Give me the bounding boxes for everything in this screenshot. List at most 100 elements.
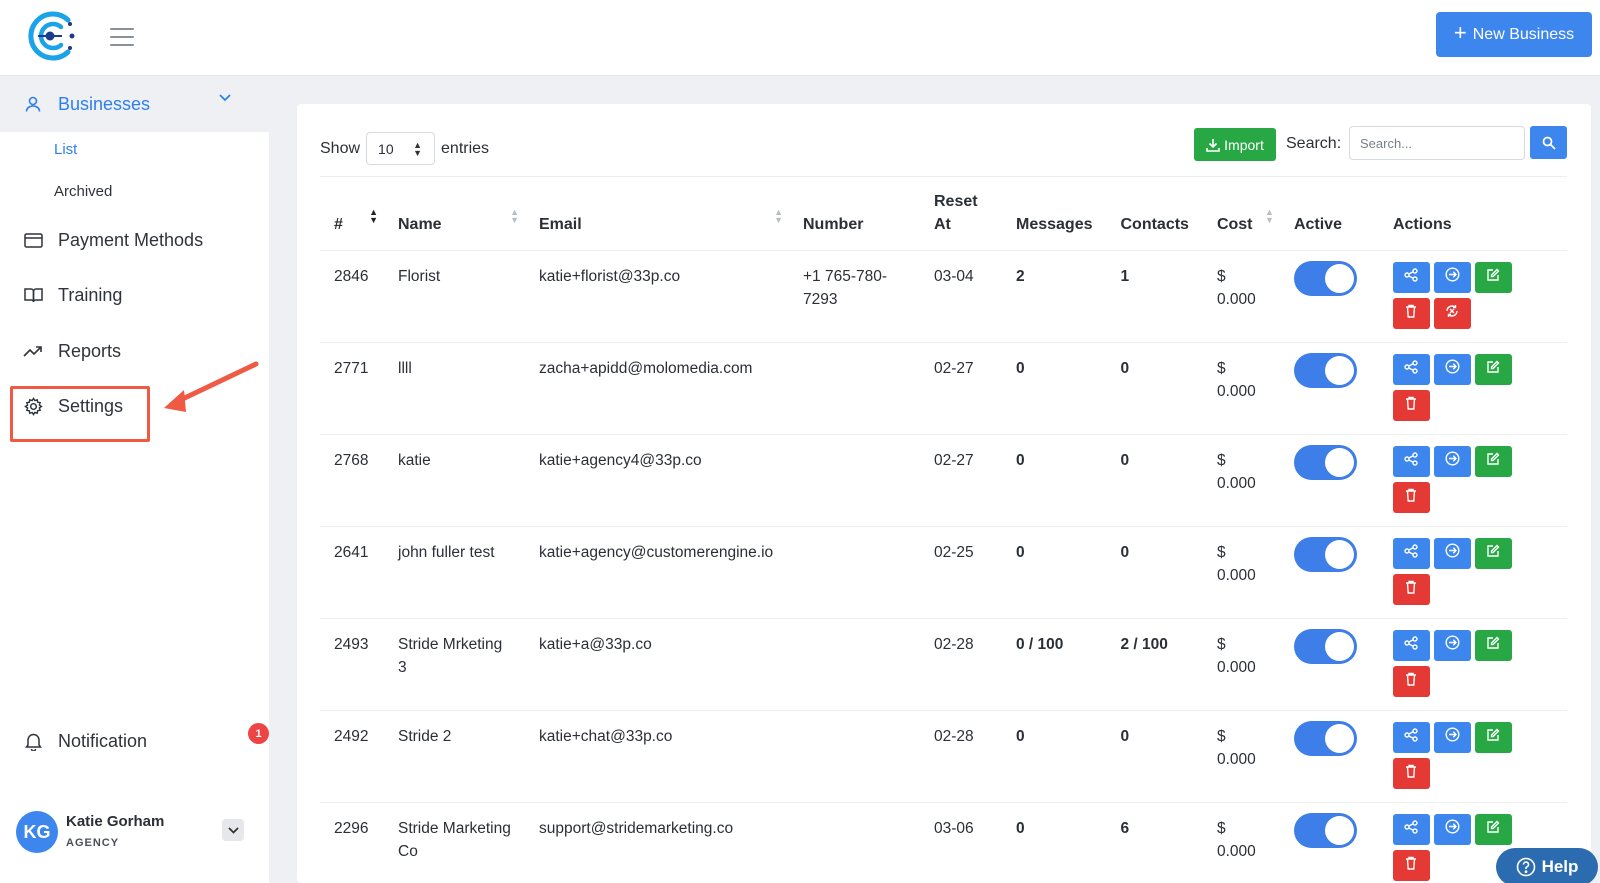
cell-id: 2493 [320,618,384,711]
login-as-button[interactable] [1433,446,1471,477]
edit-button[interactable] [1474,722,1512,753]
sidebar-item-businesses[interactable]: Businesses [0,76,269,132]
chevron-down-icon[interactable] [219,94,231,102]
row-actions [1392,262,1519,329]
delete-button[interactable] [1392,758,1430,789]
show-label: Show [320,139,361,157]
trash-icon [1405,486,1417,509]
delete-button[interactable] [1392,482,1430,513]
active-toggle[interactable] [1293,445,1357,480]
help-button[interactable]: Help [1496,848,1598,883]
edit-button[interactable] [1474,446,1512,477]
table-row: 2846 Florist katie+florist@33p.co +1 765-78… [320,250,1567,343]
restore-button[interactable] [1433,298,1471,329]
cell-reset-at: 03-06 [920,802,1002,883]
edit-button[interactable] [1474,538,1512,569]
column-header-email[interactable]: Email ▲ ▼ [539,207,783,234]
cell-name: john fuller test [384,526,525,619]
sidebar-item-reports[interactable]: Reports [0,326,269,376]
new-business-label: New Business [1472,25,1575,43]
login-as-button[interactable] [1433,722,1471,753]
sidebar-item-payment-methods[interactable]: Payment Methods [0,215,269,265]
login-as-button[interactable] [1433,630,1471,661]
cell-number [789,434,920,527]
row-actions [1392,446,1519,513]
user-profile[interactable]: KG Katie Gorham AGENCY [16,811,266,855]
menu-toggle-button[interactable] [110,28,134,46]
cell-name: Stride Mrketing 3 [384,618,525,711]
restore-icon [1445,302,1459,325]
search-input[interactable] [1349,126,1525,160]
login-as-button[interactable] [1433,262,1471,293]
sidebar-subitem-archived[interactable]: Archived [54,183,113,200]
active-toggle[interactable] [1293,537,1357,572]
row-actions [1392,722,1519,789]
share-button[interactable] [1392,446,1430,477]
cell-email: katie+a@33p.co [525,618,789,711]
cell-id: 2846 [320,250,384,343]
table-row: 2492 Stride 2 katie+chat@33p.co 02-28 0 0 $ 0.… [320,710,1567,803]
import-button[interactable]: Import [1194,128,1276,161]
sidebar-subitem-list[interactable]: List [54,141,78,158]
column-header-name[interactable]: Name ▲ ▼ [398,207,519,234]
cell-reset-at: 02-28 [920,710,1002,803]
cell-email: katie+chat@33p.co [525,710,789,803]
entries-length-control: Show 10 ▲ ▼ entries [320,132,489,165]
column-header-number: Number [803,216,864,233]
sidebar-item-label: Businesses [58,93,151,114]
cell-actions [1378,434,1567,527]
login-icon [1445,542,1460,565]
active-toggle[interactable] [1293,629,1357,664]
edit-button[interactable] [1474,814,1512,845]
column-header-messages: Messages [1016,216,1093,233]
share-button[interactable] [1392,262,1430,293]
entries-value: 10 [378,140,394,157]
row-actions [1392,354,1519,421]
user-menu-button[interactable] [222,819,244,841]
active-toggle[interactable] [1293,261,1357,296]
delete-button[interactable] [1392,666,1430,697]
column-header-cost[interactable]: Cost ▲ ▼ [1216,207,1274,234]
active-toggle[interactable] [1293,721,1357,756]
share-button[interactable] [1392,814,1430,845]
edit-button[interactable] [1474,354,1512,385]
active-toggle[interactable] [1293,813,1357,848]
login-icon [1445,634,1460,657]
share-button[interactable] [1392,630,1430,661]
login-as-button[interactable] [1433,354,1471,385]
help-label: Help [1541,857,1579,876]
new-business-button[interactable]: + New Business [1436,12,1592,57]
chevron-down-icon [227,826,239,834]
cell-actions [1378,342,1567,435]
top-bar: + New Business [0,0,1600,76]
edit-button[interactable] [1474,262,1512,293]
delete-button[interactable] [1392,850,1430,881]
login-as-button[interactable] [1433,814,1471,845]
active-toggle[interactable] [1293,353,1357,388]
delete-button[interactable] [1392,574,1430,605]
share-button[interactable] [1392,538,1430,569]
table-row: 2771 llll zacha+apidd@molomedia.com 02-27 0 0… [320,342,1567,435]
login-as-button[interactable] [1433,538,1471,569]
delete-button[interactable] [1392,390,1430,421]
share-button[interactable] [1392,354,1430,385]
app-logo[interactable] [24,8,80,64]
delete-button[interactable] [1392,298,1430,329]
entries-select[interactable]: 10 ▲ ▼ [366,132,436,165]
share-icon [1404,726,1419,749]
edit-button[interactable] [1474,630,1512,661]
sidebar-item-training[interactable]: Training [0,270,269,320]
sidebar-item-label: Payment Methods [58,229,204,250]
sidebar-item-settings[interactable]: Settings [0,381,269,431]
cell-id: 2771 [320,342,384,435]
sidebar-item-notification[interactable]: Notification [0,716,269,766]
login-icon [1445,358,1460,381]
book-icon [22,284,44,306]
share-button[interactable] [1392,722,1430,753]
cell-number [789,526,920,619]
search-button[interactable] [1530,126,1567,159]
trash-icon [1405,578,1417,601]
column-header-id[interactable]: # ▲ ▼ [334,207,378,234]
trash-icon [1405,854,1417,877]
cell-number [789,618,920,711]
